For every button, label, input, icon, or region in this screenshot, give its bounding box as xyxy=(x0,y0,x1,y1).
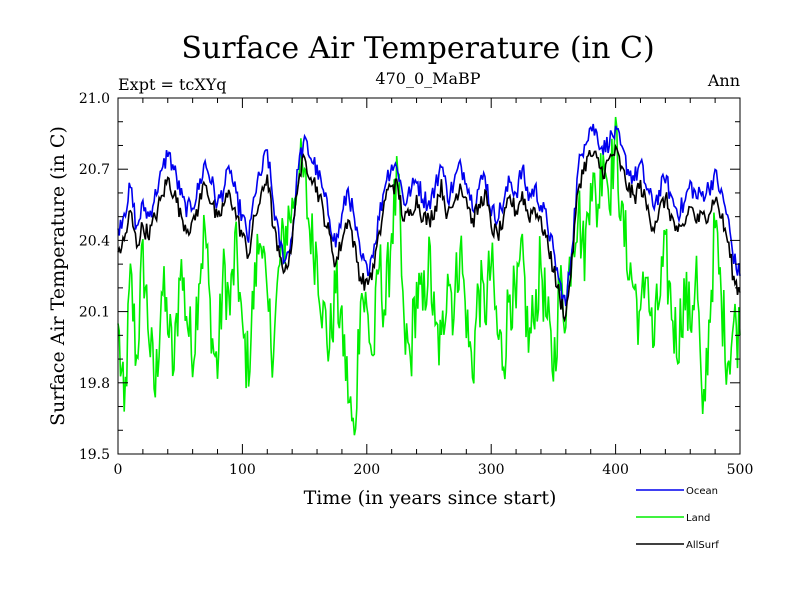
x-tick-label: 100 xyxy=(229,462,256,478)
legend-label-allsurf: AllSurf xyxy=(686,540,719,551)
plot-frame xyxy=(117,97,741,455)
x-tick-label: 500 xyxy=(727,462,754,478)
y-tick-label: 19.5 xyxy=(79,447,110,463)
y-tick-label: 19.8 xyxy=(79,376,110,392)
y-tick-label: 20.4 xyxy=(79,233,110,249)
chart-title: Surface Air Temperature (in C) xyxy=(181,31,654,66)
y-tick-label: 21.0 xyxy=(79,91,110,107)
x-tick-label: 400 xyxy=(602,462,629,478)
chart-subtitle: 470_0_MaBP xyxy=(375,69,480,88)
y-tick-label: 20.1 xyxy=(79,305,110,321)
legend-label-land: Land xyxy=(686,513,710,524)
period-label: Ann xyxy=(707,71,740,90)
legend: Ocean Land AllSurf xyxy=(636,486,719,551)
series-line-allsurf xyxy=(117,143,741,323)
x-tick-label: 300 xyxy=(478,462,505,478)
x-tick-label: 0 xyxy=(114,462,123,478)
legend-label-ocean: Ocean xyxy=(686,486,718,497)
series-line-ocean xyxy=(117,123,741,307)
series-layer xyxy=(117,116,741,436)
y-axis-label: Surface Air Temperature (in C) xyxy=(47,126,69,426)
y-tick-label: 20.7 xyxy=(79,162,110,178)
expt-label: Expt = tcXYq xyxy=(118,75,227,94)
series-line-land xyxy=(117,116,741,436)
ticks-layer: 0 100 200 300 400 500 19.5 19.8 20.1 20.4 20.7 21.0 xyxy=(79,91,754,478)
x-tick-label: 200 xyxy=(353,462,380,478)
x-axis-label: Time (in years since start) xyxy=(304,487,557,509)
